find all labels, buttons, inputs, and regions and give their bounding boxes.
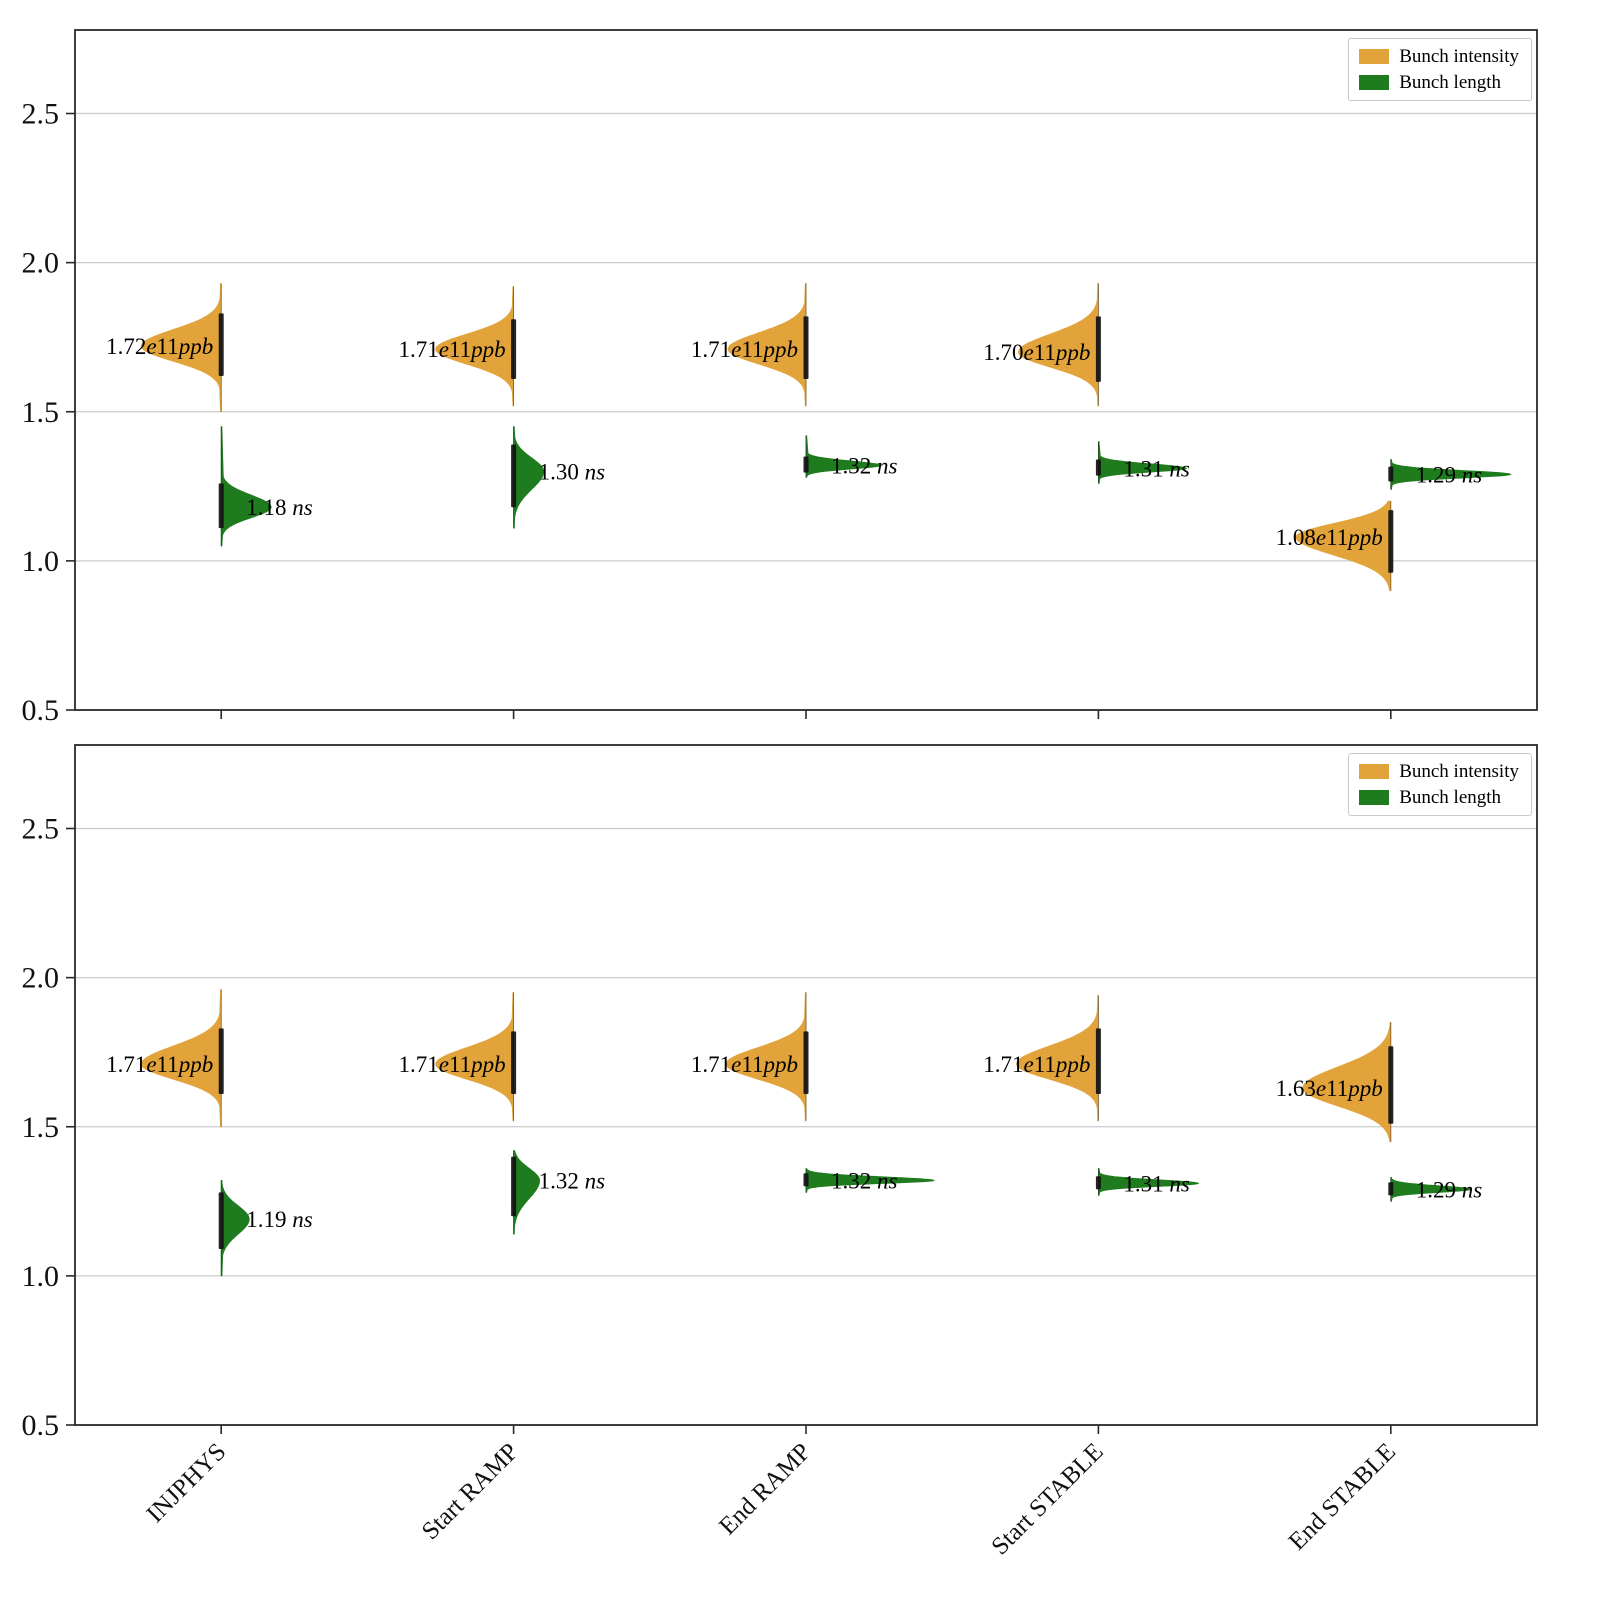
violin-intensity-injphys-inner-bar	[218, 1028, 224, 1094]
legend-intensity-label: Bunch intensity	[1399, 761, 1519, 782]
intensity-swatch-icon	[1359, 764, 1390, 779]
violin-length-start-ramp-inner-bar	[511, 444, 517, 508]
violin-intensity-injphys	[140, 283, 222, 413]
legend-entry-length: Bunch length	[1359, 788, 1519, 807]
legend-entry-intensity: Bunch intensity	[1359, 762, 1519, 781]
violin-length-end-ramp-inner-bar	[803, 456, 809, 473]
intensity-value-label-end-ramp: 1.71e11ppb	[691, 1052, 798, 1077]
violin-intensity-start-stable	[1015, 995, 1099, 1122]
violin-length-end-stable-inner-bar	[1388, 466, 1394, 482]
y-tick-label: 0.5	[22, 1409, 60, 1442]
panel-top: 1.72e11ppb 1.71e11ppb 1.71e11ppb 1.70e11ppb…	[22, 29, 1538, 727]
intensity-value-label-injphys: 1.71e11ppb	[106, 1052, 213, 1077]
violin-intensity-injphys-inner-bar	[218, 313, 224, 376]
violin-length-injphys-inner-bar	[218, 1192, 224, 1250]
panel-bottom: 1.71e11ppb 1.71e11ppb 1.71e11ppb 1.71e11ppb…	[22, 744, 1538, 1442]
length-value-label-start-stable: 1.31 ns	[1123, 1171, 1190, 1196]
violin-length-start-ramp	[513, 1150, 541, 1235]
y-tick-label: 1.5	[22, 1111, 60, 1144]
violin-length-end-stable	[1390, 459, 1512, 490]
legend-entry-length: Bunch length	[1359, 73, 1519, 92]
legend-intensity-label: Bunch intensity	[1399, 46, 1519, 67]
violin-length-injphys-inner-bar	[218, 483, 224, 529]
violin-length-end-ramp	[805, 1168, 935, 1193]
length-value-label-injphys: 1.18 ns	[246, 495, 313, 520]
violin-length-injphys	[220, 426, 272, 547]
legend-top: Bunch intensity Bunch length	[1348, 38, 1532, 101]
violin-intensity-end-stable	[1302, 1022, 1392, 1143]
intensity-value-label-start-ramp: 1.71e11ppb	[398, 337, 505, 362]
violin-intensity-end-ramp-inner-bar	[803, 1031, 809, 1094]
legend-bottom: Bunch intensity Bunch length	[1348, 753, 1532, 816]
violin-intensity-injphys	[140, 989, 222, 1128]
violin-length-injphys	[220, 1180, 250, 1277]
x-tick-label-injphys: INJPHYS	[142, 1438, 232, 1528]
x-tick-label-start-ramp: Start RAMP	[417, 1438, 524, 1545]
violin-intensity-start-stable	[1017, 283, 1099, 407]
y-tick-label: 0.5	[22, 694, 60, 727]
intensity-value-label-injphys: 1.72e11ppb	[106, 334, 213, 359]
intensity-swatch-icon	[1359, 49, 1390, 64]
violin-intensity-end-ramp	[725, 992, 807, 1122]
x-tick-label-start-stable: Start STABLE	[986, 1438, 1108, 1560]
legend-entry-intensity: Bunch intensity	[1359, 47, 1519, 66]
violin-intensity-end-stable-inner-bar	[1388, 510, 1394, 573]
intensity-value-label-start-stable: 1.71e11ppb	[983, 1052, 1090, 1077]
x-tick-label-end-ramp: End RAMP	[714, 1438, 816, 1540]
violin-intensity-start-ramp	[435, 992, 514, 1122]
length-value-label-end-ramp: 1.32 ns	[831, 453, 898, 478]
length-value-label-start-ramp: 1.32 ns	[539, 1168, 606, 1193]
y-tick-label: 2.5	[22, 813, 60, 846]
legend-length-label: Bunch length	[1399, 72, 1502, 93]
violin-length-end-ramp-inner-bar	[803, 1173, 809, 1187]
length-value-label-start-stable: 1.31 ns	[1123, 456, 1190, 481]
violin-intensity-start-ramp	[435, 286, 514, 407]
y-tick-label: 1.0	[22, 545, 60, 578]
y-tick-label: 1.0	[22, 1260, 60, 1293]
legend-length-label: Bunch length	[1399, 787, 1502, 808]
length-value-label-end-stable: 1.29 ns	[1416, 462, 1483, 487]
violin-intensity-end-stable-inner-bar	[1388, 1046, 1394, 1124]
y-tick-label: 2.5	[22, 98, 60, 131]
y-tick-label: 2.0	[22, 247, 60, 280]
intensity-value-label-end-stable: 1.63e11ppb	[1276, 1076, 1383, 1101]
violin-intensity-end-stable	[1295, 500, 1392, 592]
violin-intensity-end-ramp-inner-bar	[803, 316, 809, 379]
violin-intensity-start-ramp-inner-bar	[511, 1031, 517, 1094]
violin-length-start-stable-inner-bar	[1095, 1176, 1101, 1190]
intensity-value-label-start-ramp: 1.71e11ppb	[398, 1052, 505, 1077]
y-tick-label: 1.5	[22, 396, 60, 429]
x-axis-labels: INJPHYS Start RAMP End RAMP Start STABLE End…	[142, 1438, 1401, 1560]
y-tick-label: 2.0	[22, 962, 60, 995]
intensity-value-label-end-stable: 1.08e11ppb	[1276, 525, 1383, 550]
length-value-label-end-ramp: 1.32 ns	[831, 1168, 898, 1193]
length-value-label-start-ramp: 1.30 ns	[539, 459, 606, 484]
violin-length-start-ramp	[513, 426, 545, 529]
violin-length-start-ramp-inner-bar	[511, 1156, 517, 1217]
violin-intensity-start-stable-inner-bar	[1095, 1028, 1101, 1094]
violin-length-start-stable	[1098, 1168, 1200, 1196]
length-value-label-injphys: 1.19 ns	[246, 1207, 313, 1232]
length-swatch-icon	[1359, 790, 1390, 805]
violin-length-end-stable	[1390, 1177, 1472, 1202]
length-swatch-icon	[1359, 75, 1390, 90]
violin-intensity-end-ramp	[727, 283, 807, 407]
intensity-value-label-start-stable: 1.70e11ppb	[983, 340, 1090, 365]
violin-intensity-start-stable-inner-bar	[1095, 316, 1101, 382]
violin-length-end-stable-inner-bar	[1388, 1182, 1394, 1196]
violin-intensity-start-ramp-inner-bar	[511, 319, 517, 379]
violin-length-start-stable-inner-bar	[1095, 459, 1101, 476]
length-value-label-end-stable: 1.29 ns	[1416, 1177, 1483, 1202]
axes-frame	[74, 744, 1538, 1426]
violin-length-start-stable	[1098, 441, 1188, 484]
axes-frame	[74, 29, 1538, 711]
x-tick-label-end-stable: End STABLE	[1284, 1438, 1401, 1555]
intensity-value-label-end-ramp: 1.71e11ppb	[691, 337, 798, 362]
violin-length-end-ramp	[805, 435, 882, 478]
